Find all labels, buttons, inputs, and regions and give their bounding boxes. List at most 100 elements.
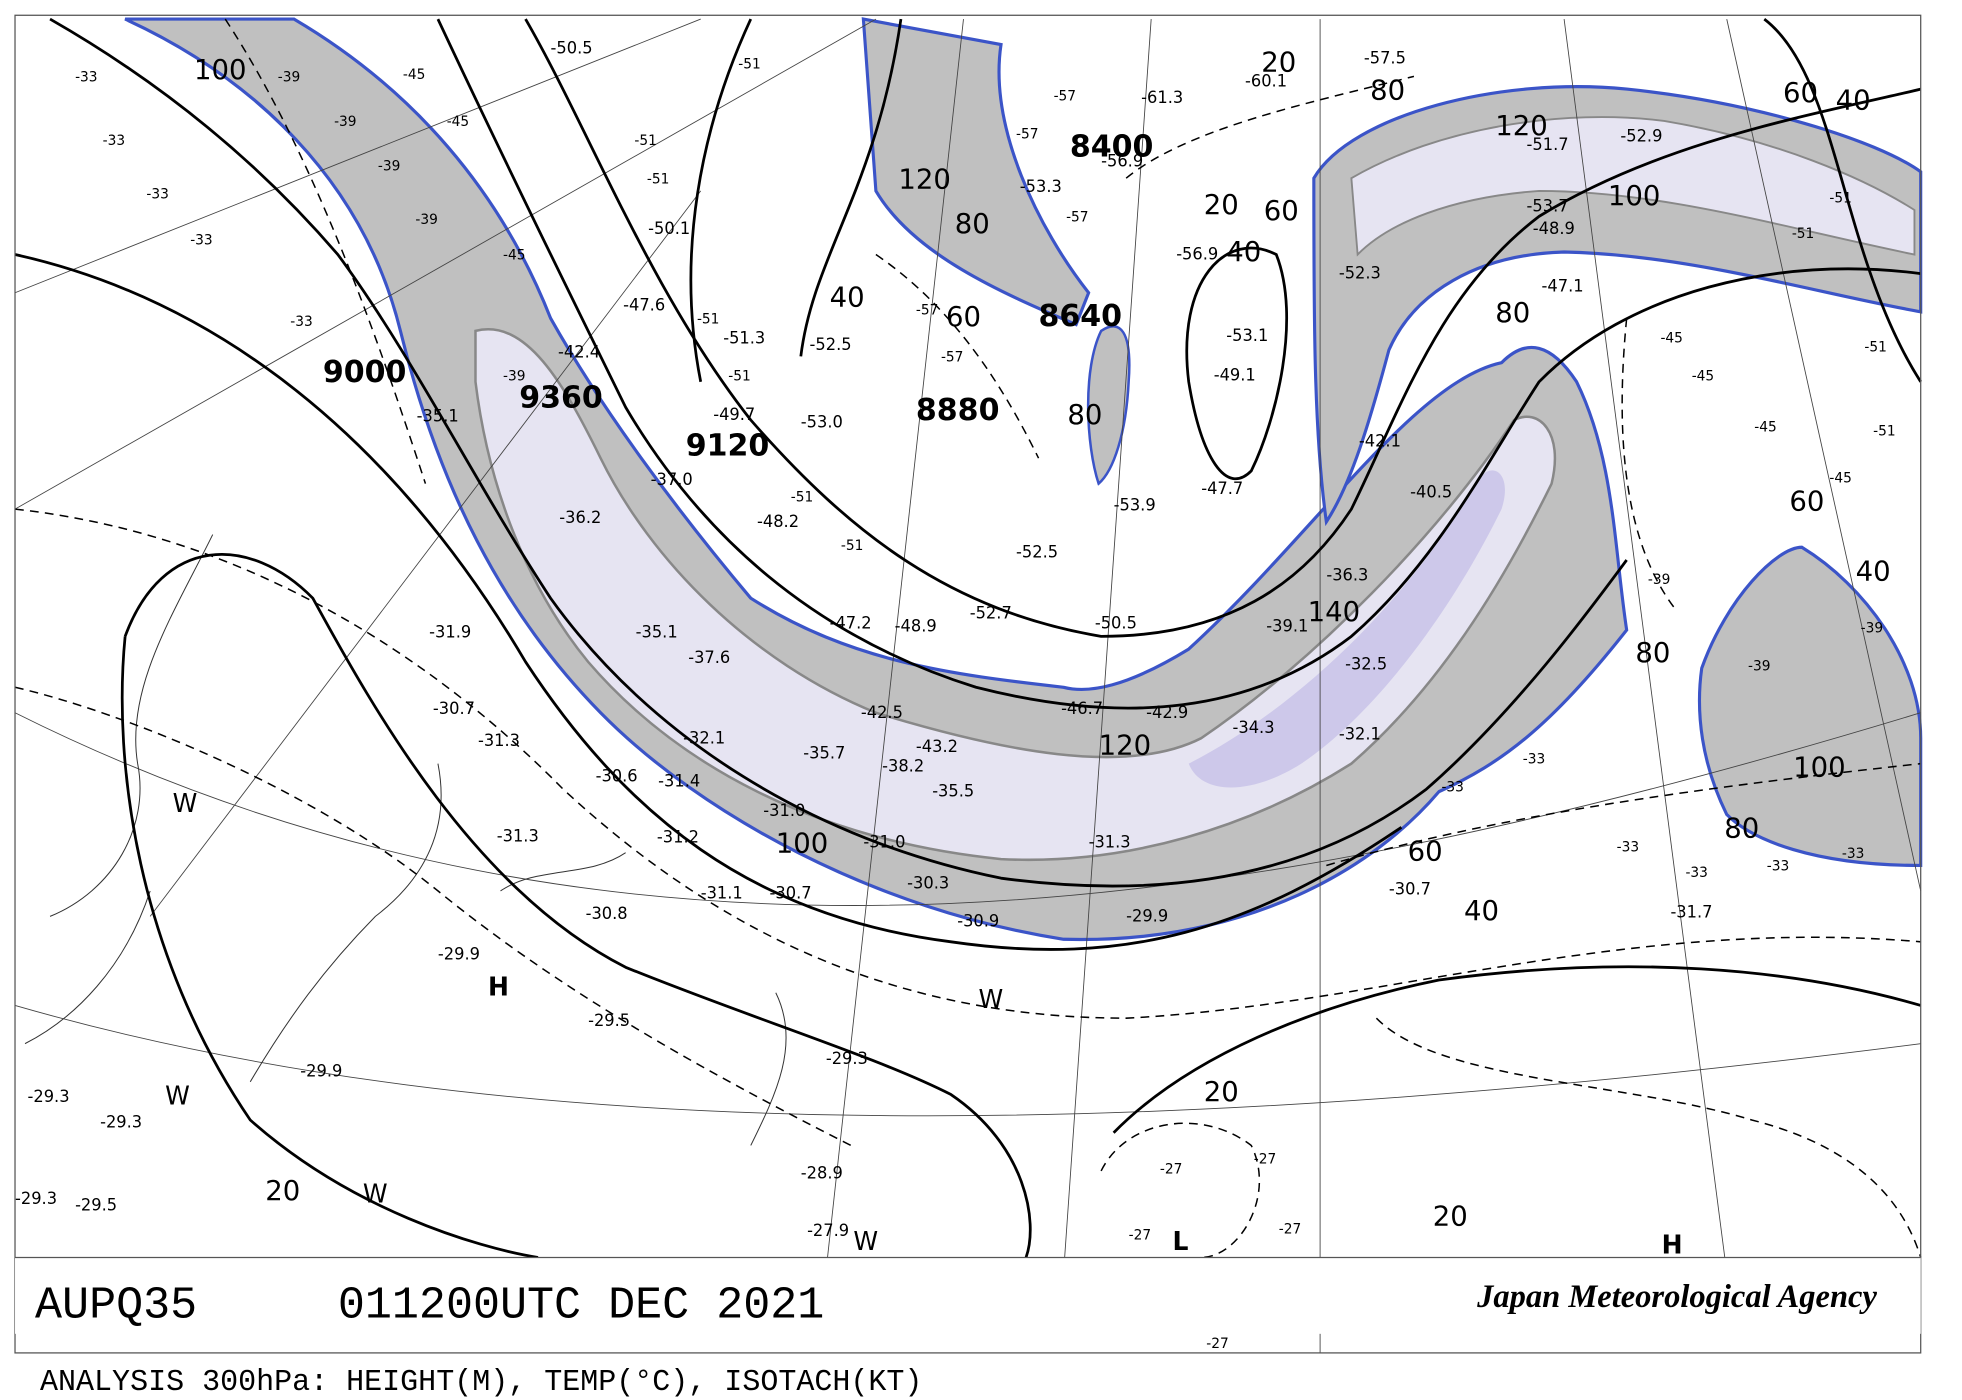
isotach-label: 60 [1783, 76, 1818, 109]
temperature-label: -52.5 [810, 335, 852, 354]
temperature-label: -51.7 [1527, 135, 1569, 154]
temperature-label: -53.9 [1114, 495, 1156, 514]
isotach-label: 120 [1099, 729, 1152, 762]
pressure-center: H [488, 972, 509, 1001]
temperature-label: -47.6 [623, 295, 665, 314]
isotach-label: 100 [1793, 750, 1846, 783]
isotherm-label: -45 [403, 67, 425, 83]
isotherm-label: -27 [1206, 1336, 1228, 1352]
isotach-label: 40 [1856, 554, 1891, 587]
jet-streams [124, 17, 1923, 942]
temperature-label: -50.5 [551, 38, 593, 57]
temperature-label: -37.0 [651, 470, 693, 489]
isotherm-label: -33 [146, 186, 168, 202]
height-label: 9360 [519, 380, 603, 415]
temperature-label: -31.9 [429, 623, 471, 642]
height-label: 8640 [1039, 299, 1123, 334]
description: ANALYSIS 300hPa: HEIGHT(M), TEMP(°C), IS… [40, 1366, 922, 1400]
warm-marker: W [853, 1227, 878, 1256]
temperature-label: -30.7 [1389, 880, 1431, 899]
temperature-label: -30.9 [957, 911, 999, 930]
isotherm-label: -33 [1617, 839, 1639, 855]
temperature-label: -30.7 [433, 699, 475, 718]
temperature-label: -53.1 [1226, 326, 1268, 345]
temperature-label: -48.9 [895, 616, 937, 635]
isotherm-label: -33 [75, 69, 97, 85]
temperature-label: -57.5 [1364, 49, 1406, 68]
temperature-label: -35.5 [932, 782, 974, 801]
isotherm-label: -45 [1829, 470, 1851, 486]
temperature-label: -31.3 [478, 731, 520, 750]
agency: Japan Meteorological Agency [1476, 1279, 1877, 1315]
temperature-label: -61.3 [1141, 88, 1183, 107]
isotherm-label: -51 [791, 489, 813, 505]
isotach-label: 100 [776, 827, 829, 860]
isotach-label: 120 [1495, 109, 1548, 142]
isotach-label: 20 [1261, 45, 1296, 78]
temperature-label: -42.5 [861, 703, 903, 722]
temperature-label: -30.7 [770, 883, 812, 902]
temperature-label: -30.8 [586, 904, 628, 923]
isotherm-label: -33 [190, 232, 212, 248]
temperature-label: -29.3 [100, 1113, 142, 1132]
height-label: 9120 [686, 428, 770, 463]
isotherm-label: -39 [1861, 620, 1883, 636]
isotherm-label: -27 [1254, 1151, 1276, 1167]
height-label: 9000 [323, 355, 407, 390]
temperature-label: -29.3 [28, 1087, 70, 1106]
isotherm-label: -45 [1660, 330, 1682, 346]
warm-marker: W [363, 1180, 388, 1209]
temperature-label: -36.2 [559, 508, 601, 527]
temperature-label: -42.9 [1146, 703, 1188, 722]
footer-band [15, 1257, 1921, 1334]
temperature-label: -34.3 [1233, 718, 1275, 737]
warm-marker: W [173, 789, 198, 818]
temperature-label: -46.7 [1061, 699, 1103, 718]
isotherm-label: -27 [1160, 1161, 1182, 1177]
height-label: 8400 [1070, 129, 1154, 164]
temperature-label: -48.2 [757, 512, 799, 531]
temperature-label: -49.7 [713, 405, 755, 424]
temperature-label: -35.1 [417, 406, 459, 425]
isotherm-label: -27 [1129, 1228, 1151, 1244]
temperature-label: -37.6 [688, 648, 730, 667]
temperature-label: -29.5 [75, 1195, 117, 1214]
isotach-label: 80 [1724, 811, 1759, 844]
isotherm-label: -39 [1748, 659, 1770, 675]
pressure-center: L [1172, 1227, 1188, 1256]
isotherm-label: -39 [334, 114, 356, 130]
temperature-label: -50.5 [1095, 614, 1137, 633]
isotherm-label: -39 [278, 69, 300, 85]
temperature-label: -48.9 [1533, 219, 1575, 238]
isotherm-label: -45 [1692, 368, 1714, 384]
isotach-label: 40 [1226, 235, 1261, 268]
isotherm-label: -33 [290, 314, 312, 330]
isotach-label: 40 [1464, 894, 1499, 927]
isotach-label: 100 [194, 53, 247, 86]
temperature-label: -47.7 [1201, 479, 1243, 498]
isotherm-label: -33 [103, 133, 125, 149]
isotach-label: 20 [1433, 1199, 1468, 1232]
isotach-label: 120 [898, 162, 951, 195]
temperature-label: -31.4 [658, 771, 700, 790]
temperature-label: -47.1 [1542, 276, 1584, 295]
isotherm-label: -39 [415, 212, 437, 228]
temperature-label: -29.5 [588, 1011, 630, 1030]
temperature-label: -31.3 [497, 826, 539, 845]
map-frame [14, 14, 1922, 1354]
temperature-label: -52.9 [1620, 126, 1662, 145]
isotherm-label: -51 [697, 311, 719, 327]
isotherm-label: -45 [1754, 419, 1776, 435]
isotherm-label: -51 [647, 171, 669, 187]
temperature-label: -53.3 [1020, 177, 1062, 196]
isotherm-label: -57 [1016, 127, 1038, 143]
temperature-label: -29.9 [438, 945, 480, 964]
temperature-label: -29.3 [826, 1049, 868, 1068]
isotach-label: 20 [265, 1174, 300, 1207]
temperature-label: -30.6 [596, 766, 638, 785]
isotherm-label: -51 [738, 57, 760, 73]
isotach-label: 140 [1308, 595, 1361, 628]
pressure-center: H [1662, 1230, 1683, 1259]
isotach-label: 20 [1204, 1075, 1239, 1108]
isotach-label: 60 [946, 300, 981, 333]
